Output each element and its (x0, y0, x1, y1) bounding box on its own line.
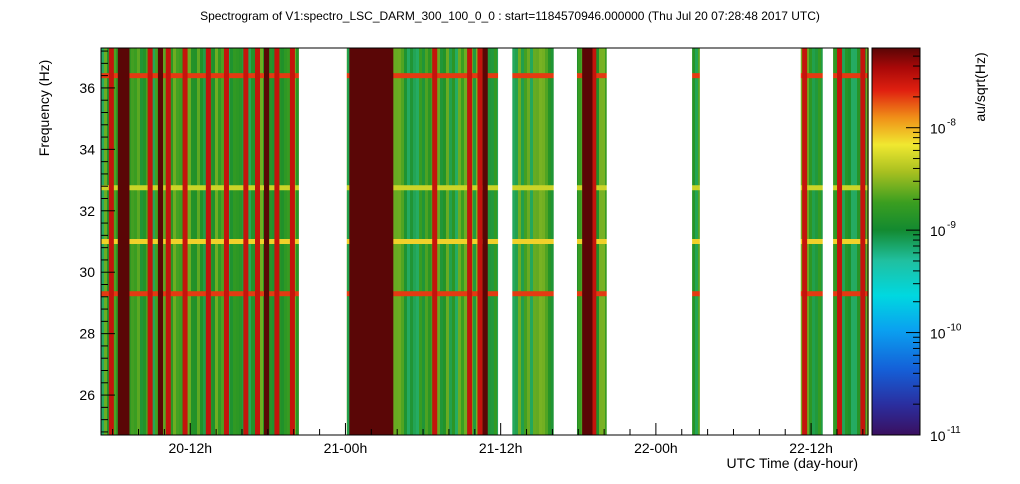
glitch-column (860, 48, 866, 435)
y-tick-label: 36 (79, 80, 95, 96)
x-tick-label: 22-12h (789, 440, 833, 456)
x-tick-label: 22-00h (634, 440, 678, 456)
colorbar-gradient (872, 48, 920, 435)
colorbar-tick-exponent: -11 (947, 425, 961, 436)
colorbar-tick-label: 10 (930, 428, 946, 444)
colorbar-tick-exponent: -8 (947, 118, 956, 129)
glitch-column (477, 48, 483, 435)
saturated-interval (482, 48, 488, 435)
glitch-column (432, 48, 438, 435)
y-tick-label: 26 (79, 387, 95, 403)
glitch-column (108, 48, 114, 435)
saturated-interval (117, 48, 130, 435)
y-tick-label: 32 (79, 203, 95, 219)
glitch-column (223, 48, 229, 435)
glitch-column (147, 48, 153, 435)
no-data-gap (298, 48, 347, 435)
glitch-column (591, 48, 597, 435)
glitch-column (205, 48, 211, 435)
saturated-interval (157, 48, 164, 435)
glitch-column (274, 48, 280, 435)
no-data-gap (498, 48, 513, 435)
chart-title: Spectrogram of V1:spectro_LSC_DARM_300_1… (200, 9, 820, 23)
x-tick-label: 21-12h (479, 440, 523, 456)
saturated-interval (349, 48, 394, 435)
colorbar-tick-exponent: -9 (947, 220, 956, 231)
glitch-column (289, 48, 295, 435)
y-tick-label: 34 (79, 141, 95, 157)
colorbar-frame (871, 47, 921, 436)
x-tick-label: 20-12h (168, 440, 212, 456)
x-axis-label: UTC Time (day-hour) (726, 455, 858, 471)
glitch-column (802, 48, 808, 435)
glitch-column (837, 48, 843, 435)
no-data-gap (553, 48, 577, 435)
glitch-column (255, 48, 261, 435)
saturated-interval (582, 48, 593, 435)
x-tick-label: 21-00h (324, 440, 368, 456)
no-data-gap (699, 48, 801, 435)
y-tick-label: 30 (79, 264, 95, 280)
colorbar-tick-label: 10 (930, 223, 946, 239)
glitch-column (182, 48, 188, 435)
no-data-gap (822, 48, 834, 435)
colorbar-tick-exponent: -10 (947, 323, 962, 334)
glitch-column (243, 48, 249, 435)
saturated-interval (263, 48, 270, 435)
plot-frame (100, 47, 869, 436)
y-tick-label: 28 (79, 326, 95, 342)
glitch-column (467, 48, 473, 435)
colorbar-tick-label: 10 (930, 326, 946, 342)
glitch-column (165, 48, 171, 435)
colorbar-tick-label: 10 (930, 121, 946, 137)
no-data-gap (606, 48, 693, 435)
